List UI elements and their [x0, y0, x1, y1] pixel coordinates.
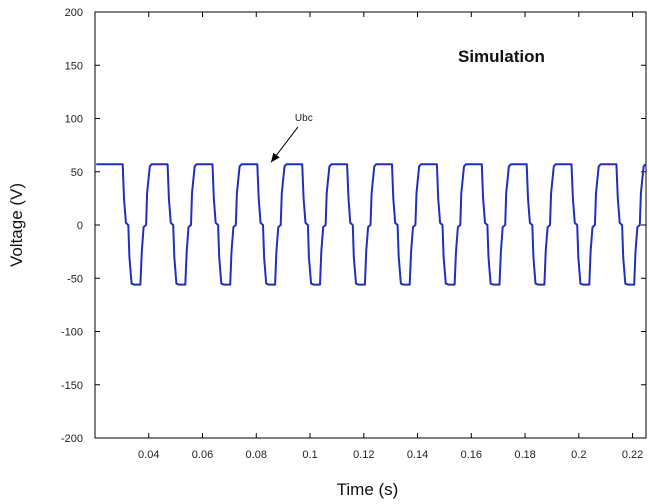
y-tick-label: 100	[65, 114, 83, 126]
x-tick-label: 0.08	[246, 449, 267, 461]
y-tick-label: 150	[65, 60, 83, 72]
x-tick-label: 0.14	[407, 449, 428, 461]
x-tick-label: 0.04	[138, 449, 159, 461]
y-axis-ticks: -200 -150 -100 -50 0 50 100 150 200	[61, 7, 646, 445]
x-tick-label: 0.1	[302, 449, 317, 461]
series-annotation-label: Ubc	[295, 113, 313, 124]
x-tick-label: 0.16	[461, 449, 482, 461]
y-tick-label: -50	[67, 273, 83, 285]
x-tick-label: 0.22	[622, 449, 643, 461]
x-tick-label: 0.18	[514, 449, 535, 461]
y-tick-label: -150	[61, 380, 83, 392]
series-line-ubc	[96, 163, 647, 286]
y-tick-label: -200	[61, 433, 83, 445]
chart-annotation-simulation: Simulation	[458, 47, 545, 66]
y-tick-label: 200	[65, 7, 83, 19]
x-axis-ticks: 0.04 0.06 0.08 0.1 0.12 0.14 0.16 0.18 0.2 0.22	[138, 12, 643, 461]
plot-area: -200 -150 -100 -50 0 50 100 150 200 0.04 0.06 0.08…	[61, 7, 647, 461]
y-tick-label: 0	[77, 220, 83, 232]
x-tick-label: 0.06	[192, 449, 213, 461]
x-axis-label: Time (s)	[337, 480, 399, 499]
x-tick-label: 0.2	[571, 449, 586, 461]
y-tick-label: 50	[71, 167, 83, 179]
x-tick-label: 0.12	[353, 449, 374, 461]
y-axis-label: Voltage (V)	[7, 183, 26, 267]
y-tick-label: -100	[61, 327, 83, 339]
annotation-arrow-head	[271, 152, 280, 163]
